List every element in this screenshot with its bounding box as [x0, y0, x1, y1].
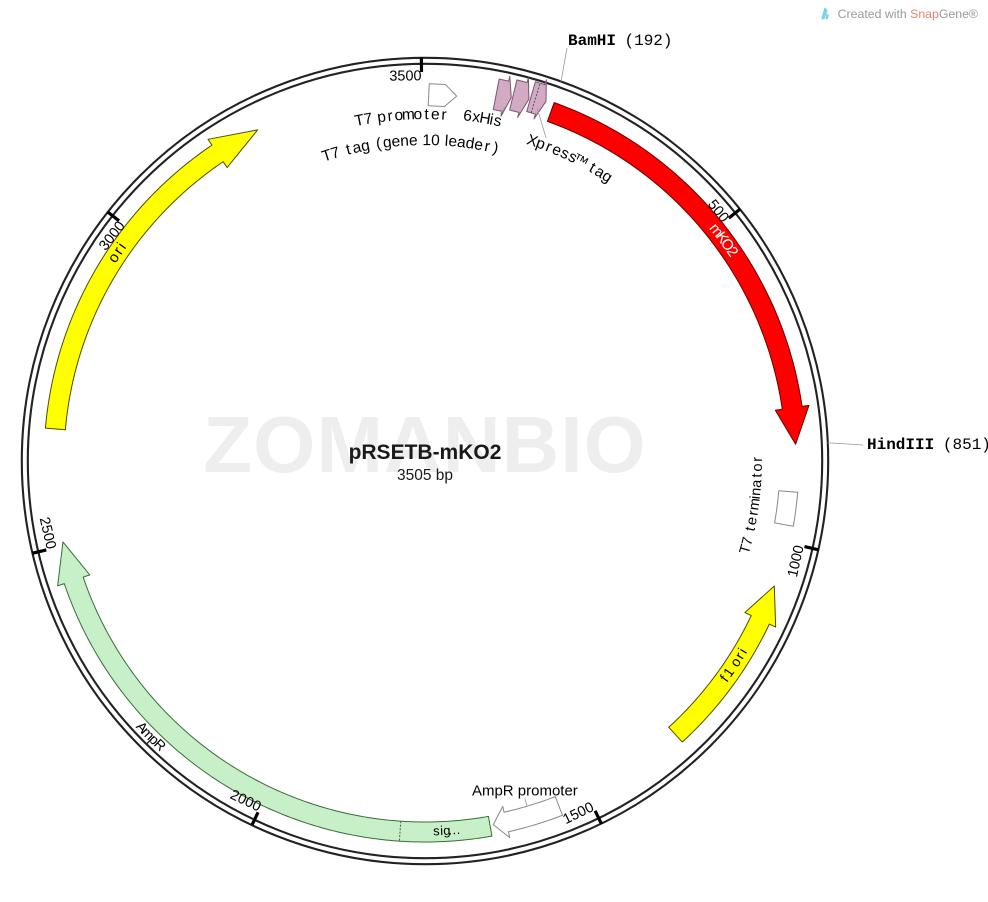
svg-text:1000: 1000: [785, 544, 808, 579]
svg-text:AmpR promoter: AmpR promoter: [472, 783, 578, 800]
svg-text:1500: 1500: [561, 799, 597, 827]
svg-text:3500: 3500: [389, 68, 421, 84]
svg-text:2500: 2500: [36, 516, 59, 551]
svg-text:a: a: [749, 478, 766, 488]
svg-text:…: …: [447, 822, 461, 838]
svg-text:r: r: [387, 108, 394, 125]
svg-text:t: t: [749, 473, 765, 478]
svg-text:g: g: [360, 137, 372, 155]
svg-text:o: o: [750, 463, 766, 471]
svg-text:(851): (851): [943, 436, 988, 454]
svg-text:0: 0: [431, 132, 441, 149]
svg-text:3505 bp: 3505 bp: [397, 467, 453, 484]
svg-text:pRSETB-mKO2: pRSETB-mKO2: [349, 441, 502, 464]
svg-text:o: o: [413, 106, 422, 123]
svg-text:e: e: [431, 106, 440, 123]
svg-text:): ): [491, 140, 500, 158]
svg-text:p: p: [376, 108, 387, 126]
svg-text:BamHI: BamHI: [568, 32, 616, 50]
svg-text:1: 1: [422, 132, 431, 149]
svg-text:(192): (192): [625, 32, 673, 50]
svg-text:r: r: [441, 106, 447, 123]
svg-text:7: 7: [363, 110, 374, 128]
svg-text:e: e: [744, 516, 761, 527]
svg-text:r: r: [750, 457, 766, 462]
svg-text:t: t: [424, 106, 429, 123]
svg-text:r: r: [483, 138, 491, 156]
svg-text:e: e: [409, 132, 418, 149]
svg-text:HindIII: HindIII: [867, 436, 934, 454]
